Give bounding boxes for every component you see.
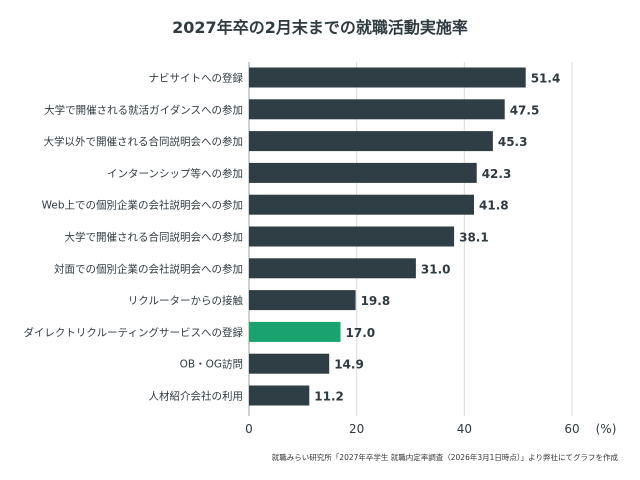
bar (249, 162, 477, 183)
x-tick-label: 0 (245, 422, 253, 436)
value-label: 11.2 (314, 390, 344, 404)
category-label: ダイレクトリクルーティングサービスへの登録 (23, 326, 243, 339)
bar (249, 67, 526, 88)
value-label: 41.8 (479, 199, 509, 213)
value-label: 45.3 (498, 135, 528, 149)
source-note: 就職みらい研究所「2027年卒学生 就職内定率調査（2026年3月1日時点）」よ… (271, 453, 618, 462)
value-labels: 51.4 47.5 45.3 42.3 41.8 38.1 31.0 19.8 17.0 14.9… (314, 72, 560, 404)
category-label: OB・OG訪問 (180, 358, 243, 371)
value-label: 38.1 (459, 231, 489, 245)
bar (249, 290, 356, 311)
value-label: 31.0 (421, 262, 451, 276)
x-tick-label: 20 (349, 422, 364, 436)
category-label: 大学で開催される合同説明会への参加 (65, 231, 244, 244)
category-label: ナビサイトへの登録 (149, 72, 244, 85)
bar (249, 194, 475, 215)
category-label: インターンシップ等への参加 (107, 167, 243, 180)
bar (249, 131, 493, 152)
chart-title: 2027年卒の2月末までの就職活動実施率 (172, 18, 468, 37)
x-axis-unit-label: (%) (596, 422, 617, 436)
x-tick-label: 40 (457, 422, 472, 436)
bar (249, 353, 330, 374)
value-label: 14.9 (334, 358, 364, 372)
value-label: 17.0 (346, 326, 376, 340)
category-label: 大学で開催される就活ガイダンスへの参加 (44, 103, 243, 116)
value-label: 47.5 (510, 103, 540, 117)
category-label: 大学以外で開催される合同説明会への参加 (44, 135, 244, 148)
category-label: Web上での個別企業の会社説明会への参加 (42, 199, 243, 212)
value-label: 51.4 (531, 72, 561, 86)
x-tick-label: 60 (564, 422, 579, 436)
value-label: 19.8 (361, 294, 391, 308)
category-label: 人材紹介会社の利用 (149, 390, 244, 403)
bar (249, 385, 310, 406)
category-label: リクルーターからの接触 (128, 294, 244, 307)
x-axis: 0 20 40 60 (%) (245, 422, 616, 436)
bar (249, 99, 505, 120)
bars (249, 67, 526, 406)
bar (249, 321, 341, 342)
bar (249, 258, 416, 279)
bar (249, 226, 455, 247)
category-labels: ナビサイトへの登録大学で開催される就活ガイダンスへの参加大学以外で開催される合同… (23, 72, 243, 403)
category-label: 対面での個別企業の会社説明会への参加 (54, 262, 243, 275)
value-label: 42.3 (482, 167, 512, 181)
